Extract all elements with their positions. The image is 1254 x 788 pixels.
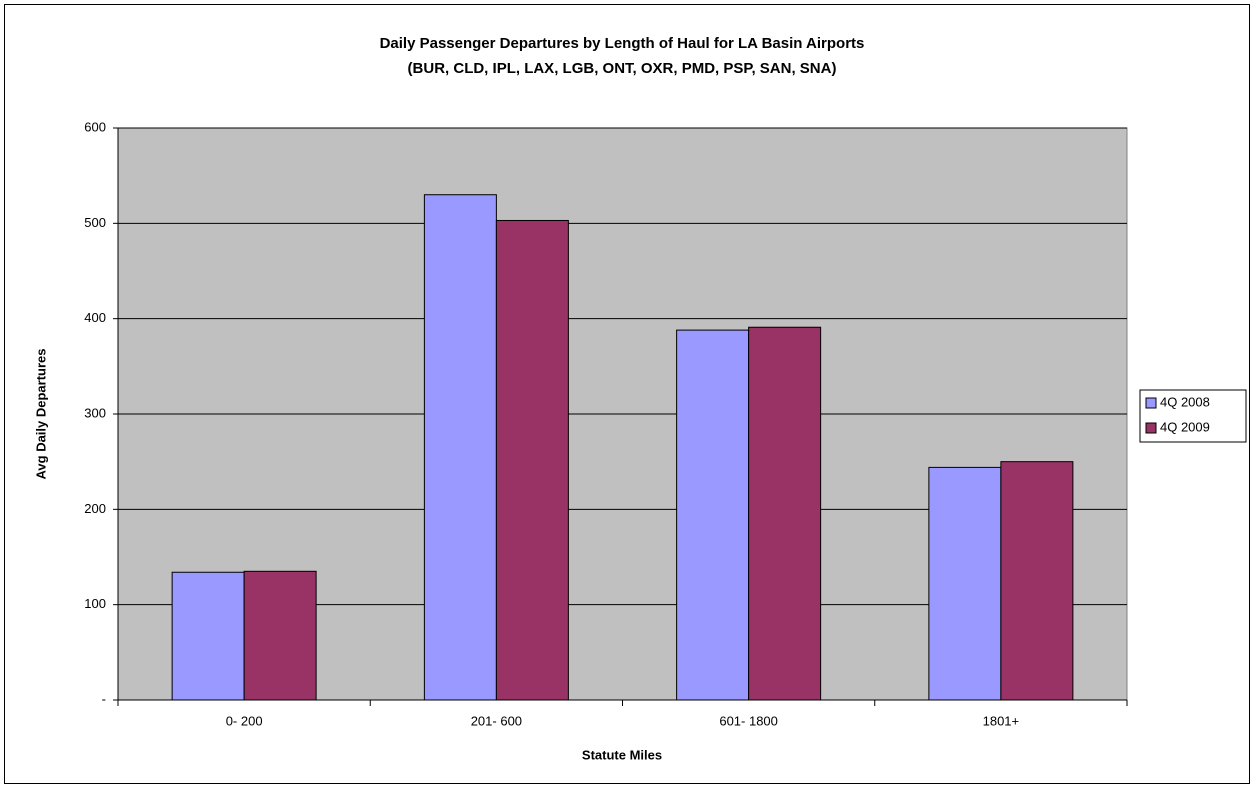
x-axis-label: Statute Miles <box>582 747 662 762</box>
bar <box>171 571 245 701</box>
legend-swatch <box>1145 397 1157 409</box>
chart-subtitle: (BUR, CLD, IPL, LAX, LGB, ONT, OXR, PMD,… <box>408 60 837 77</box>
y-tick-label: 100 <box>84 596 106 611</box>
y-axis-label: Avg Daily Departures <box>33 348 48 479</box>
y-tick-label: - <box>102 691 106 706</box>
x-tick-label: 0- 200 <box>226 713 263 728</box>
x-tick-label: 601- 1800 <box>719 713 778 728</box>
bar <box>676 329 750 701</box>
legend-box <box>1139 389 1247 443</box>
legend-label: 4Q 2008 <box>1160 394 1210 409</box>
legend-swatch <box>1145 422 1157 434</box>
x-tick-label: 201- 600 <box>471 713 522 728</box>
bar <box>423 194 497 701</box>
y-tick-label: 300 <box>84 405 106 420</box>
y-tick-label: 400 <box>84 310 106 325</box>
x-tick-label: 1801+ <box>983 713 1020 728</box>
bar <box>495 219 569 701</box>
bar <box>928 466 1002 701</box>
y-tick-label: 500 <box>84 215 106 230</box>
bar <box>748 326 822 701</box>
bar <box>1000 461 1074 701</box>
chart-title: Daily Passenger Departures by Length of … <box>380 35 865 52</box>
legend-label: 4Q 2009 <box>1160 419 1210 434</box>
bar <box>243 570 317 701</box>
y-tick-label: 200 <box>84 501 106 516</box>
y-tick-label: 600 <box>84 119 106 134</box>
